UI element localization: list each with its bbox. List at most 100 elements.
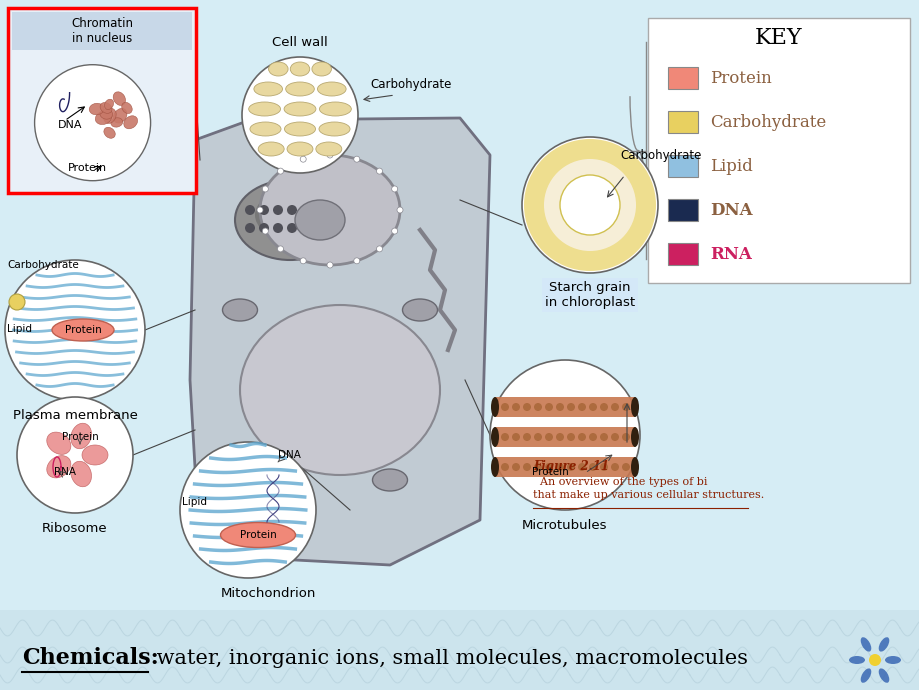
Ellipse shape [287, 142, 312, 156]
Circle shape [244, 223, 255, 233]
Ellipse shape [260, 155, 400, 265]
Circle shape [522, 433, 530, 441]
Ellipse shape [110, 118, 122, 127]
Ellipse shape [121, 102, 132, 114]
Text: Carbohydrate: Carbohydrate [369, 78, 451, 91]
Circle shape [543, 159, 635, 251]
Circle shape [376, 168, 382, 174]
Circle shape [287, 205, 297, 215]
Circle shape [490, 360, 640, 510]
Text: Lipid: Lipid [7, 324, 32, 334]
Bar [494, 397, 634, 417]
Ellipse shape [630, 457, 639, 477]
Circle shape [544, 433, 552, 441]
Ellipse shape [878, 669, 889, 683]
Circle shape [588, 463, 596, 471]
Circle shape [314, 205, 324, 215]
Circle shape [544, 403, 552, 411]
Bar [0, 610, 919, 690]
Ellipse shape [221, 522, 295, 547]
Circle shape [5, 260, 145, 400]
Circle shape [868, 654, 880, 666]
Bar [667, 199, 698, 221]
Circle shape [533, 433, 541, 441]
Bar [667, 244, 698, 266]
Circle shape [522, 403, 530, 411]
Ellipse shape [82, 445, 108, 465]
Text: KEY: KEY [754, 27, 802, 49]
Text: Microtubules: Microtubules [522, 519, 607, 532]
Bar [494, 457, 634, 477]
Ellipse shape [47, 455, 71, 478]
Bar [667, 68, 698, 90]
Text: Figure 2.11: Figure 2.11 [532, 460, 608, 473]
Circle shape [599, 403, 607, 411]
Circle shape [566, 403, 574, 411]
Circle shape [391, 228, 397, 234]
Text: Ribosome: Ribosome [42, 522, 108, 535]
Circle shape [555, 433, 563, 441]
Ellipse shape [89, 104, 104, 115]
Text: DNA: DNA [709, 202, 752, 219]
Ellipse shape [255, 193, 314, 237]
Ellipse shape [71, 423, 91, 448]
Circle shape [621, 463, 630, 471]
Circle shape [501, 463, 508, 471]
Circle shape [376, 246, 382, 252]
Circle shape [259, 205, 268, 215]
Circle shape [300, 156, 306, 162]
Circle shape [262, 186, 268, 192]
Circle shape [522, 463, 530, 471]
Circle shape [512, 463, 519, 471]
Text: Protein: Protein [709, 70, 771, 87]
Circle shape [524, 139, 655, 271]
Ellipse shape [319, 102, 351, 116]
Circle shape [566, 433, 574, 441]
Ellipse shape [860, 669, 870, 683]
Text: RNA: RNA [54, 467, 76, 477]
Ellipse shape [124, 116, 138, 129]
Ellipse shape [100, 103, 112, 113]
Ellipse shape [317, 82, 346, 96]
Ellipse shape [491, 457, 498, 477]
Circle shape [566, 463, 574, 471]
Ellipse shape [884, 656, 900, 664]
Bar [647, 18, 909, 283]
Ellipse shape [222, 299, 257, 321]
Bar [8, 8, 196, 193]
Circle shape [577, 433, 585, 441]
Ellipse shape [491, 397, 498, 417]
Circle shape [577, 463, 585, 471]
Ellipse shape [319, 122, 349, 136]
Circle shape [314, 223, 324, 233]
Ellipse shape [268, 62, 288, 76]
Ellipse shape [52, 319, 114, 341]
Circle shape [555, 463, 563, 471]
Ellipse shape [630, 397, 639, 417]
Bar [494, 427, 634, 447]
Circle shape [326, 262, 333, 268]
Ellipse shape [113, 108, 127, 123]
Text: An overview of the types of bi: An overview of the types of bi [532, 477, 707, 487]
Text: Chromatin
in nucleus: Chromatin in nucleus [71, 17, 133, 45]
Text: Protein: Protein [64, 325, 101, 335]
Circle shape [9, 294, 25, 310]
Ellipse shape [315, 142, 342, 156]
Circle shape [610, 433, 618, 441]
Text: Protein: Protein [239, 530, 276, 540]
Ellipse shape [250, 122, 280, 136]
Text: Starch grain
in chloroplast: Starch grain in chloroplast [544, 281, 634, 309]
Circle shape [533, 463, 541, 471]
Circle shape [180, 442, 315, 578]
Ellipse shape [240, 305, 439, 475]
Circle shape [610, 463, 618, 471]
Circle shape [555, 403, 563, 411]
Ellipse shape [403, 299, 437, 321]
Circle shape [512, 433, 519, 441]
Circle shape [599, 463, 607, 471]
Circle shape [621, 403, 630, 411]
Ellipse shape [860, 637, 870, 651]
Ellipse shape [105, 99, 113, 110]
Circle shape [391, 186, 397, 192]
Circle shape [301, 223, 311, 233]
